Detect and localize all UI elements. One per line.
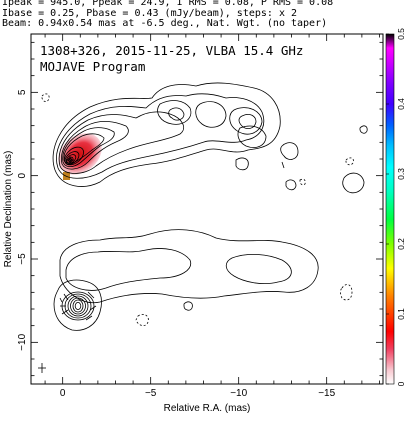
noise-contour-1 <box>41 93 50 102</box>
pol-contour-3 <box>225 254 292 284</box>
contour-outer <box>52 82 281 187</box>
x-axis-title: Relative R.A. (mas) <box>164 403 251 414</box>
x-tick-label: 0 <box>60 388 66 399</box>
polarized-intensity-contours <box>53 229 353 331</box>
pol-island-2 <box>340 284 353 301</box>
x-tick-label: −15 <box>318 388 335 399</box>
plot-title: 1308+326, 2015-11-25, VLBA 15.4 GHz <box>40 43 303 58</box>
pol-island-3 <box>183 301 193 311</box>
colorbar-tick-labels: 0 0.1 0.2 0.3 0.4 0.5 <box>396 28 406 387</box>
colorbar-tick-label: 0.4 <box>396 98 406 110</box>
contour-10 <box>66 156 74 164</box>
jet-knot-2 <box>195 101 227 128</box>
y-tick-label: −5 <box>17 253 28 265</box>
noise-contour-2 <box>359 125 368 134</box>
contour-11 <box>68 158 72 162</box>
contour-8 <box>64 151 80 165</box>
pol-core-hatching-2 <box>85 291 97 321</box>
header-line-base: Ibase = 0.25, Pbase = 0.43 (mJy/beam), s… <box>2 7 298 19</box>
pol-contour-2 <box>65 248 192 291</box>
noise-contour-4 <box>281 161 285 169</box>
beam-marker <box>38 363 46 373</box>
colorbar-tick-label: 0.3 <box>396 168 406 180</box>
pol-core-outer <box>53 279 102 331</box>
jet-knot-3-inner <box>238 114 257 130</box>
total-intensity-contours <box>41 82 368 194</box>
plot-frame <box>30 33 384 385</box>
jet-island-5 <box>237 125 267 148</box>
contour-field <box>38 82 368 373</box>
contour-4 <box>61 121 129 170</box>
jet-knot-1 <box>157 100 192 125</box>
pol-core-4 <box>67 295 89 317</box>
pol-core-7 <box>74 301 82 310</box>
header-line-peaks: Ipeak = 945.0, Ppeak = 24.9, I RMS = 0.0… <box>2 0 334 8</box>
header: Ipeak = 945.0, Ppeak = 24.9, I RMS = 0.0… <box>2 0 407 30</box>
noise-contour-3 <box>345 157 354 166</box>
jet-knot-1-inner <box>168 107 185 121</box>
core-markers <box>66 156 74 164</box>
colorbar-tick-label: 0.2 <box>396 238 406 250</box>
jet-island-3 <box>285 179 297 191</box>
colorbar-tick-marks <box>386 33 389 385</box>
y-tick-labels: 5 0 −5 −10 <box>17 89 28 351</box>
y-tick-label: −10 <box>17 333 28 350</box>
header-line-beam: Beam: 0.94x0.54 mas at -6.5 deg., Nat. W… <box>2 18 328 29</box>
y-tick-label: 5 <box>17 89 28 95</box>
y-tick-marks <box>31 41 383 377</box>
pol-core-5 <box>70 297 86 315</box>
noise-contour-5 <box>299 178 306 186</box>
colorbar-tick-label: 0.1 <box>396 308 406 320</box>
contour-2 <box>56 93 265 179</box>
x-tick-label: −10 <box>230 388 247 399</box>
x-tick-labels: 0 −5 −10 −15 <box>60 388 336 399</box>
colorbar-tick-label: 0.5 <box>396 28 406 40</box>
jet-island-2 <box>235 157 249 171</box>
y-axis-title: Relative Declination (mas) <box>3 151 14 268</box>
pol-island-1 <box>135 314 149 326</box>
contour-9 <box>65 154 77 164</box>
pol-core-6 <box>72 299 84 313</box>
jet-knot-3 <box>229 107 263 135</box>
pol-core-hatching <box>59 293 69 315</box>
x-tick-marks <box>44 34 380 384</box>
colorbar-tick-label: 0 <box>396 381 406 386</box>
colorbar <box>385 33 395 385</box>
contour-5 <box>62 127 115 168</box>
y-tick-label: 0 <box>17 172 28 178</box>
jet-island-1 <box>280 142 299 160</box>
x-tick-label: −5 <box>145 388 157 399</box>
plot-subtitle: MOJAVE Program <box>40 59 145 74</box>
pol-contour-outer <box>59 229 319 304</box>
jet-island-4 <box>342 172 365 194</box>
